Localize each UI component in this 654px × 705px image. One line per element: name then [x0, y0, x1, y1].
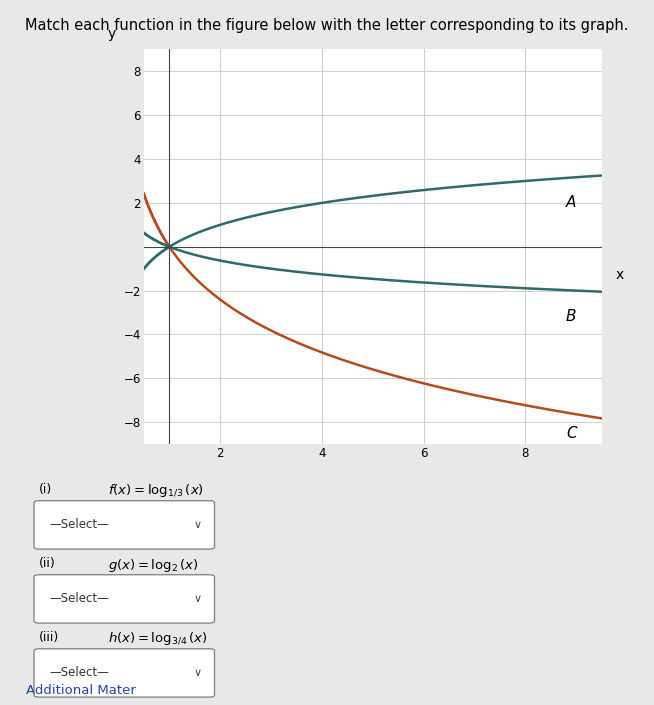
Text: B: B: [566, 309, 577, 324]
Text: Additional Mater: Additional Mater: [26, 684, 136, 697]
Text: —Select—: —Select—: [49, 592, 109, 606]
Text: Match each function in the figure below with the letter corresponding to its gra: Match each function in the figure below …: [26, 18, 628, 32]
Text: (i): (i): [39, 483, 52, 496]
FancyBboxPatch shape: [34, 501, 215, 549]
Text: (iii): (iii): [39, 631, 60, 644]
Text: $f(x) = \log_{1/3}(x)$: $f(x) = \log_{1/3}(x)$: [108, 483, 204, 499]
Text: $h(x) = \log_{3/4}(x)$: $h(x) = \log_{3/4}(x)$: [108, 631, 207, 647]
Text: ∨: ∨: [194, 668, 201, 678]
FancyBboxPatch shape: [34, 649, 215, 697]
Text: —Select—: —Select—: [49, 518, 109, 532]
Text: (ii): (ii): [39, 557, 56, 570]
Text: ∨: ∨: [194, 520, 201, 530]
Text: A: A: [566, 195, 576, 210]
Text: C: C: [566, 426, 577, 441]
Y-axis label: y: y: [108, 27, 116, 42]
Text: —Select—: —Select—: [49, 666, 109, 680]
Text: ∨: ∨: [194, 594, 201, 604]
Text: $g(x) = \log_2(x)$: $g(x) = \log_2(x)$: [108, 557, 199, 574]
FancyBboxPatch shape: [34, 575, 215, 623]
X-axis label: x: x: [616, 269, 624, 283]
